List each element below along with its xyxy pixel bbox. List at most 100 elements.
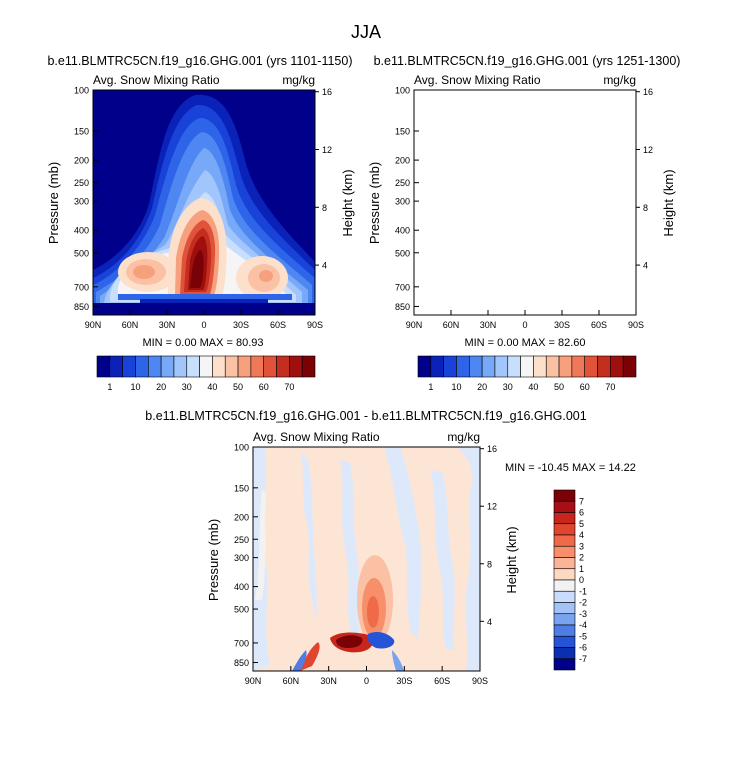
colorbar-box xyxy=(186,355,200,378)
colorbar-box xyxy=(135,355,149,378)
y-tick-label: 400 xyxy=(74,226,89,236)
colorbar-tick-label: 70 xyxy=(605,382,615,392)
colorbar-tick-label: 5 xyxy=(579,519,584,529)
colorbar-tick-label: -6 xyxy=(579,643,587,653)
contour-level-6 xyxy=(425,170,623,306)
boundary-layer-band-2 xyxy=(461,299,589,303)
colorbar-box xyxy=(263,355,277,378)
x-tick-label: 60S xyxy=(591,320,607,330)
y-tick-label: 100 xyxy=(234,443,249,453)
neutral-band xyxy=(255,490,266,600)
colorbar-box xyxy=(553,590,576,603)
colorbar-box xyxy=(553,489,576,502)
panel-1: b.e11.BLMTRC5CN.f19_g16.GHG.001 (yrs 110… xyxy=(46,54,355,392)
boundary-layer-band-2 xyxy=(140,299,268,303)
y2-tick-label: 4 xyxy=(322,261,327,271)
contour-blob-right-3 xyxy=(580,270,594,282)
colorbar-box xyxy=(553,613,576,626)
colorbar-tick-label: 40 xyxy=(207,382,217,392)
colorbar-box xyxy=(571,355,586,378)
colorbar-box xyxy=(558,355,573,378)
colorbar-box xyxy=(553,635,576,648)
x-tick-label: 0 xyxy=(201,320,206,330)
colorbar-tick-label: 10 xyxy=(130,382,140,392)
y-tick-label: 500 xyxy=(234,605,249,615)
colorbar-box xyxy=(507,355,521,378)
positive-core-3 xyxy=(367,596,379,628)
colorbar-box xyxy=(276,355,290,378)
page-title: JJA xyxy=(351,22,381,42)
x-tick-label: 90N xyxy=(406,320,423,330)
x-tick-label: 60N xyxy=(283,676,300,686)
x-tick-label: 90N xyxy=(85,320,102,330)
x-tick-label: 0 xyxy=(522,320,527,330)
contour-blob-left-3 xyxy=(133,265,155,279)
colorbar-tick-label: 3 xyxy=(579,541,584,551)
surface-mask xyxy=(93,303,315,315)
y-tick-label: 400 xyxy=(234,582,249,592)
surface-edge-right xyxy=(392,650,404,671)
panel-2-field xyxy=(414,90,636,315)
colorbar-box xyxy=(250,355,265,378)
y-tick-label: 150 xyxy=(74,127,89,137)
x-tick-label: 30S xyxy=(396,676,412,686)
colorbar-tick-label: 50 xyxy=(554,382,564,392)
negative-region-3 xyxy=(340,460,360,640)
colorbar-box xyxy=(553,647,576,660)
y2-tick-label: 4 xyxy=(487,617,492,627)
colorbar-box xyxy=(456,355,470,378)
colorbar-box xyxy=(96,355,111,378)
colorbar-box xyxy=(430,355,444,378)
boundary-layer-band-1 xyxy=(439,294,613,300)
colorbar-tick-label: 4 xyxy=(579,530,584,540)
colorbar-box xyxy=(553,523,576,536)
y2-tick-label: 12 xyxy=(643,145,653,155)
colorbar-box xyxy=(237,355,252,378)
colorbar-tick-label: 1 xyxy=(107,382,112,392)
colorbar-box xyxy=(417,355,432,378)
x-tick-label: 90S xyxy=(628,320,644,330)
colorbar-tick-label: -1 xyxy=(579,586,587,596)
y-tick-label: 700 xyxy=(74,282,89,292)
y-tick-label: 700 xyxy=(234,638,249,648)
y2-tick-label: 8 xyxy=(487,559,492,569)
y-tick-label: 300 xyxy=(395,197,410,207)
x-tick-label: 60S xyxy=(434,676,450,686)
contour-level-3 xyxy=(414,118,636,315)
colorbar-box xyxy=(597,355,611,378)
contour-core-6 xyxy=(511,246,525,288)
colorbar-box xyxy=(122,355,136,378)
colorbar-tick-label: 0 xyxy=(579,575,584,585)
colorbar-box xyxy=(147,355,162,378)
panel-2-left-label: Avg. Snow Mixing Ratio xyxy=(414,73,541,87)
contour-blob-right-1 xyxy=(557,256,609,300)
negative-region-5 xyxy=(430,470,455,650)
x-tick-label: 90S xyxy=(472,676,488,686)
panel-1-colorbar: 1 10 20 30 40 50 60 70 xyxy=(96,355,316,392)
colorbar-tick-label: 50 xyxy=(233,382,243,392)
panel-3-ylabel: Pressure (mb) xyxy=(206,519,221,601)
x-tick-label: 60S xyxy=(270,320,286,330)
x-tick-label: 0 xyxy=(364,676,369,686)
y-tick-label: 850 xyxy=(395,302,410,312)
y-tick-label: 150 xyxy=(395,127,410,137)
contour-core-3 xyxy=(501,220,536,294)
y-tick-label: 250 xyxy=(234,535,249,545)
y-tick-label: 200 xyxy=(234,512,249,522)
panel-2-ylabel: Pressure (mb) xyxy=(367,162,382,244)
contour-level-2 xyxy=(414,105,636,315)
panel-3-left-label: Avg. Snow Mixing Ratio xyxy=(253,430,380,444)
contour-core-4 xyxy=(505,228,532,292)
panel-2-axes: 100 150 200 250 300 400 500 700 850 4 8 12 16 90N 60N 3… xyxy=(395,86,653,331)
colorbar-box xyxy=(468,355,483,378)
panel-3-field xyxy=(253,447,480,671)
panel-2-y2label: Height (km) xyxy=(661,169,676,236)
y-tick-label: 300 xyxy=(74,197,89,207)
surface-band-negative xyxy=(367,632,395,649)
panel-3-title: b.e11.BLMTRC5CN.f19_g16.GHG.001 - b.e11.… xyxy=(145,409,586,423)
colorbar-box xyxy=(553,658,576,671)
contour-level-5 xyxy=(421,148,629,310)
y-tick-label: 850 xyxy=(234,658,249,668)
colorbar-box xyxy=(553,512,576,525)
